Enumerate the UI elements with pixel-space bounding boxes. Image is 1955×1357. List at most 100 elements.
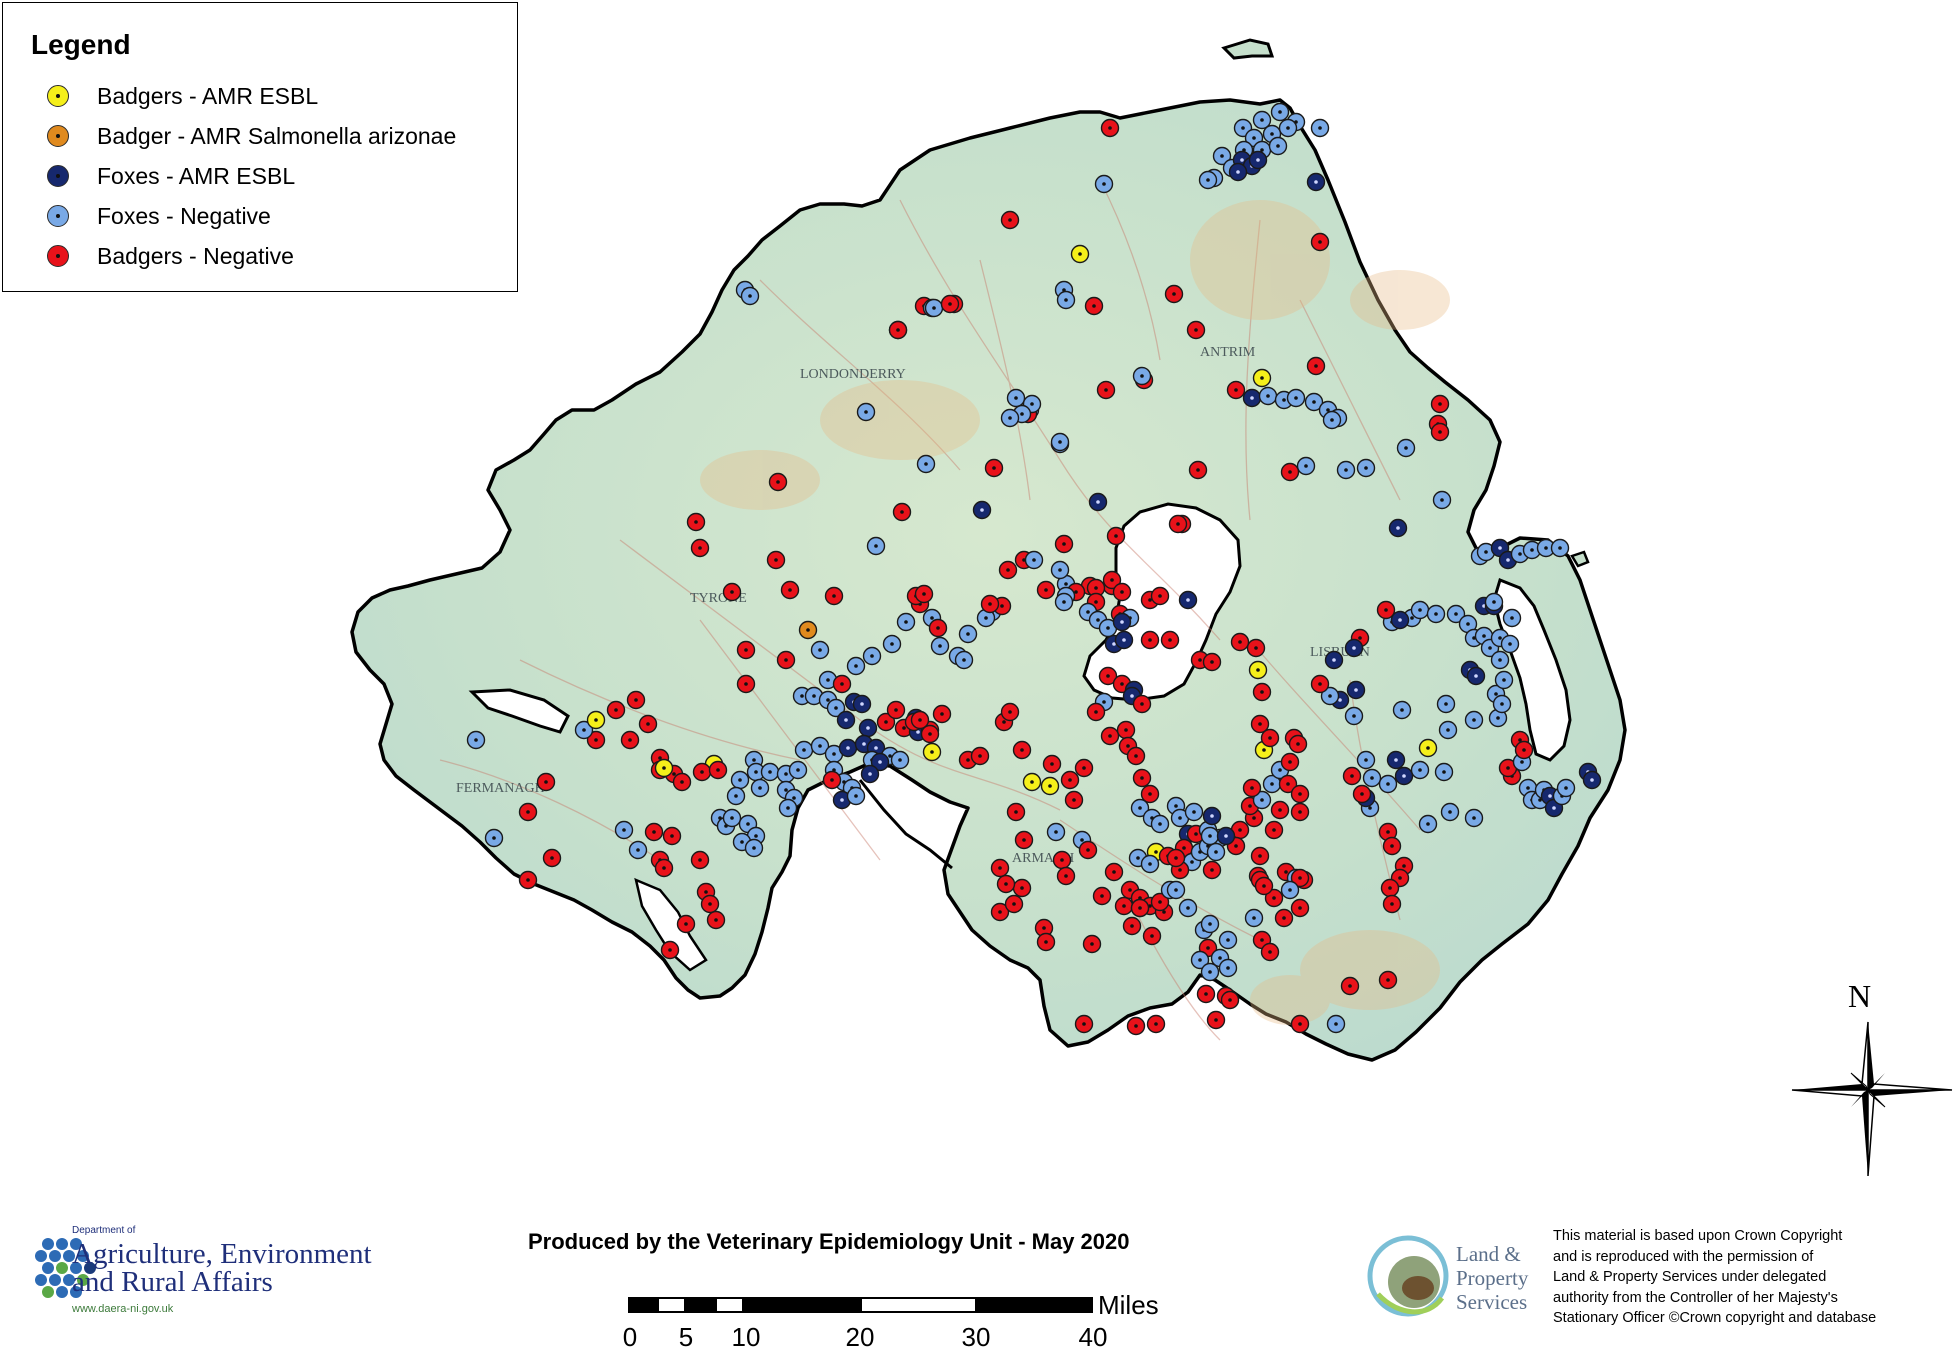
marker-center-dot	[1418, 768, 1422, 772]
marker-center-dot	[1286, 126, 1290, 130]
marker-center-dot	[1112, 642, 1116, 646]
marker-center-dot	[1168, 638, 1172, 642]
marker-center-dot	[1126, 744, 1130, 748]
marker-center-dot	[1544, 546, 1548, 550]
marker-center-dot	[1498, 636, 1502, 640]
marker-center-dot	[1058, 440, 1062, 444]
marker-center-dot	[1318, 240, 1322, 244]
marker-center-dot	[1384, 608, 1388, 612]
marker-center-dot	[1120, 682, 1124, 686]
marker-center-dot	[792, 796, 796, 800]
marker-center-dot	[1000, 604, 1004, 608]
marker-center-dot	[784, 788, 788, 792]
marker-center-dot	[730, 590, 734, 594]
marker-center-dot	[1206, 178, 1210, 182]
marker-center-dot	[1214, 1018, 1218, 1022]
marker-center-dot	[1298, 792, 1302, 796]
marker-center-dot	[854, 664, 858, 668]
marker-center-dot	[734, 794, 738, 798]
marker-center-dot	[800, 694, 804, 698]
marker-center-dot	[1094, 600, 1098, 604]
marker-center-dot	[1276, 144, 1280, 148]
legend-item-foxes-amr-esbl: Foxes - AMR ESBL	[47, 160, 295, 192]
marker-center-dot	[776, 480, 780, 484]
marker-center-dot	[1312, 400, 1316, 404]
daera-dept: Department of	[72, 1225, 136, 1236]
marker-center-dot	[1012, 902, 1016, 906]
marker-center-dot	[1208, 834, 1212, 838]
marker-center-dot	[1134, 1024, 1138, 1028]
marker-center-dot	[646, 722, 650, 726]
marker-center-dot	[1318, 682, 1322, 686]
marker-center-dot	[1334, 1022, 1338, 1026]
marker-center-dot	[826, 678, 830, 682]
marker-center-dot	[1368, 806, 1372, 810]
marker-center-dot	[1296, 742, 1300, 746]
north-arrow	[1791, 1021, 1953, 1177]
daera-logo-icon	[35, 1238, 96, 1298]
marker-center-dot	[1434, 612, 1438, 616]
marker-center-dot	[1186, 906, 1190, 910]
marker-center-dot	[1440, 498, 1444, 502]
marker-center-dot	[1194, 832, 1198, 836]
marker-center-dot	[1396, 526, 1400, 530]
marker-center-dot	[1398, 618, 1402, 622]
marker-center-dot	[1182, 846, 1186, 850]
light-blue-marker-icon	[47, 205, 69, 227]
yellow-marker-icon	[47, 85, 69, 107]
marker-center-dot	[940, 712, 944, 716]
marker-center-dot	[738, 778, 742, 782]
marker-center-dot	[1330, 418, 1334, 422]
marker-center-dot	[902, 726, 906, 730]
marker-center-dot	[634, 698, 638, 702]
marker-center-dot	[1102, 700, 1106, 704]
marker-center-dot	[1278, 808, 1282, 812]
marker-center-dot	[744, 648, 748, 652]
marker-center-dot	[1284, 870, 1288, 874]
marker-center-dot	[1444, 702, 1448, 706]
marker-center-dot	[1086, 848, 1090, 852]
marker-center-dot	[1390, 902, 1394, 906]
marker-center-dot	[818, 744, 822, 748]
marker-center-dot	[550, 856, 554, 860]
marker-center-dot	[1260, 798, 1264, 802]
marker-center-dot	[1472, 816, 1476, 820]
marker-center-dot	[1208, 922, 1212, 926]
marker-center-dot	[1390, 844, 1394, 848]
marker-center-dot	[1506, 558, 1510, 562]
marker-center-dot	[744, 682, 748, 686]
marker-center-dot	[1262, 748, 1266, 752]
marker-center-dot	[1042, 926, 1046, 930]
marker-center-dot	[1386, 830, 1390, 834]
marker-center-dot	[1488, 646, 1492, 650]
legend-title: Legend	[31, 29, 131, 60]
marker-center-dot	[1298, 906, 1302, 910]
marker-center-dot	[1266, 394, 1270, 398]
scale-tick-label: 40	[1078, 1322, 1108, 1352]
marker-center-dot	[978, 754, 982, 758]
marker-center-dot	[1008, 710, 1012, 714]
marker-center-dot	[1548, 794, 1552, 798]
legend-box: Legend Badgers - AMR ESBL Badger - AMR S…	[2, 2, 518, 292]
marker-center-dot	[1108, 734, 1112, 738]
marker-center-dot	[1178, 816, 1182, 820]
marker-center-dot	[888, 754, 892, 758]
marker-center-dot	[1058, 568, 1062, 572]
marker-center-dot	[1096, 500, 1100, 504]
marker-center-dot	[1508, 642, 1512, 646]
marker-center-dot	[1186, 598, 1190, 602]
marker-center-dot	[1270, 782, 1274, 786]
marker-center-dot	[1050, 762, 1054, 766]
marker-center-dot	[1020, 748, 1024, 752]
marker-center-dot	[992, 466, 996, 470]
marker-center-dot	[1498, 658, 1502, 662]
marker-center-dot	[1120, 590, 1124, 594]
marker-center-dot	[740, 840, 744, 844]
marker-center-dot	[1190, 860, 1194, 864]
marker-center-dot	[746, 822, 750, 826]
lps-logo-icon	[1367, 1235, 1449, 1317]
marker-center-dot	[1082, 766, 1086, 770]
marker-center-dot	[492, 836, 496, 840]
marker-center-dot	[1590, 778, 1594, 782]
